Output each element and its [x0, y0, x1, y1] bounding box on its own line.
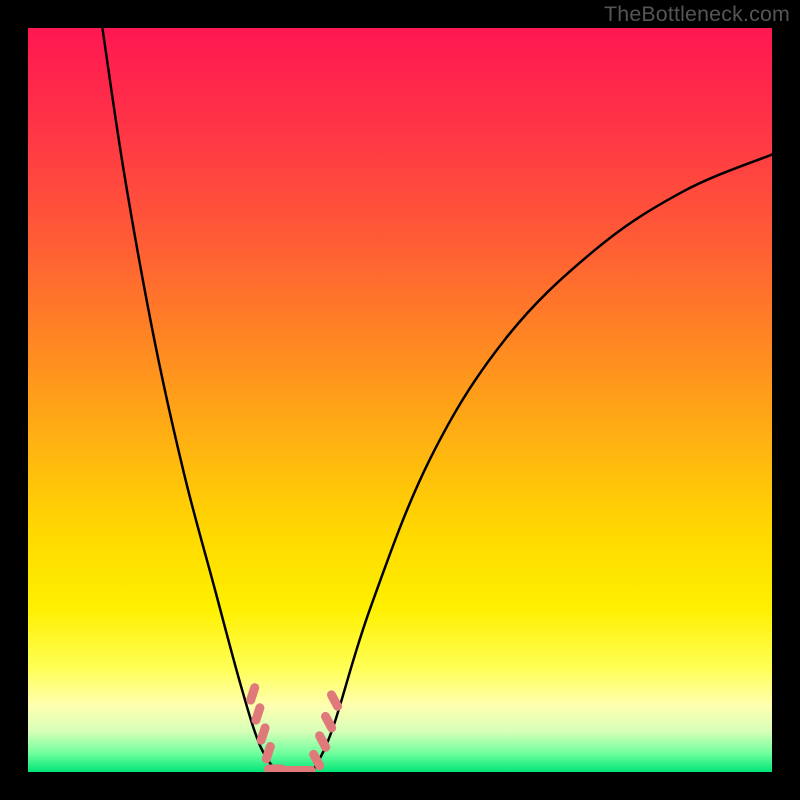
watermark-text: TheBottleneck.com	[604, 2, 790, 27]
plot-background	[28, 28, 772, 772]
chart-container: TheBottleneck.com	[0, 0, 800, 800]
bottleneck-chart	[0, 0, 800, 800]
